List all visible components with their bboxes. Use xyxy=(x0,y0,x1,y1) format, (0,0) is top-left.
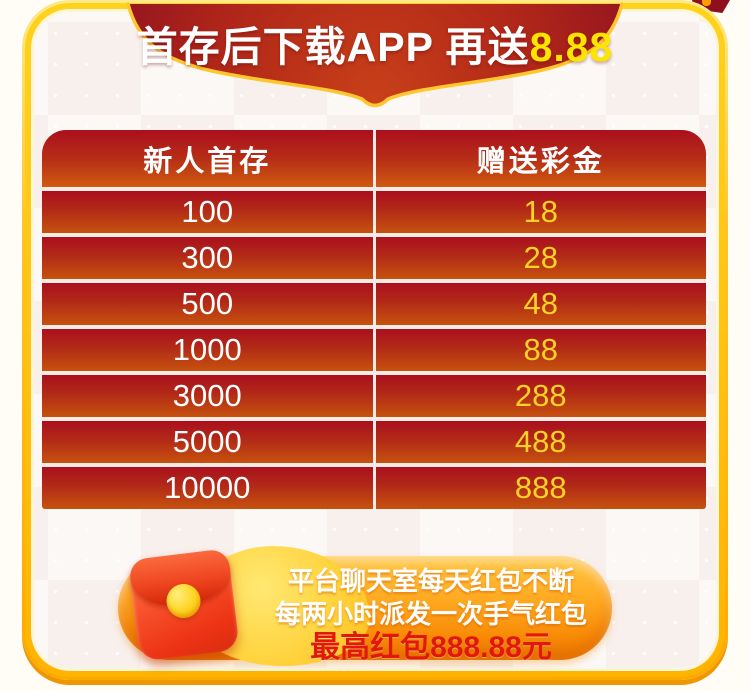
deposit-value: 100 xyxy=(42,191,373,233)
red-envelope-promo-banner: 平台聊天室每天红包不断 每两小时派发一次手气红包 最高红包888.88元 xyxy=(118,546,612,666)
table-header-row: 新人首存 赠送彩金 xyxy=(42,130,706,187)
deposit-bonus-table: 新人首存 赠送彩金 100 18 300 28 500 48 xyxy=(42,130,706,509)
promo-line-2: 每两小时派发一次手气红包 xyxy=(274,599,587,629)
table-row: 500 48 xyxy=(42,283,706,325)
banner-title: 首存后下载APP 再送8.88 xyxy=(0,13,750,73)
bonus-value: 28 xyxy=(375,237,706,279)
deposit-value: 500 xyxy=(42,283,373,325)
deposit-value: 5000 xyxy=(42,421,373,463)
top-banner: 首存后下载APP 再送8.88 xyxy=(0,0,750,118)
table-row: 10000 888 xyxy=(42,467,706,509)
header-first-deposit: 新人首存 xyxy=(42,130,373,187)
header-bonus: 赠送彩金 xyxy=(375,130,706,187)
promo-text-block: 平台聊天室每天红包不断 每两小时派发一次手气红包 最高红包888.88元 xyxy=(264,565,598,665)
deposit-value: 10000 xyxy=(42,467,373,509)
corner-ribbon-dot xyxy=(702,0,711,6)
deposit-value: 3000 xyxy=(42,375,373,417)
deposit-value: 1000 xyxy=(42,329,373,371)
bonus-value: 88 xyxy=(375,329,706,371)
banner-title-main: 首存后下载APP 再送 xyxy=(136,24,530,70)
bonus-value: 288 xyxy=(375,375,706,417)
banner-ribbon-shape xyxy=(126,2,624,108)
table-row: 5000 488 xyxy=(42,421,706,463)
table-row: 3000 288 xyxy=(42,375,706,417)
table-body: 100 18 300 28 500 48 1000 88 xyxy=(42,191,706,509)
bonus-value: 488 xyxy=(375,421,706,463)
bonus-value: 888 xyxy=(375,467,706,509)
banner-title-highlight: 8.88 xyxy=(529,24,614,70)
table-row: 100 18 xyxy=(42,191,706,233)
bonus-value: 18 xyxy=(375,191,706,233)
red-envelope-icon xyxy=(126,544,243,666)
promo-line-1: 平台聊天室每天红包不断 xyxy=(287,566,574,596)
table-row: 1000 88 xyxy=(42,329,706,371)
deposit-value: 300 xyxy=(42,237,373,279)
table-row: 300 28 xyxy=(42,237,706,279)
promo-line-max-amount: 最高红包888.88元 xyxy=(310,631,552,664)
bonus-value: 48 xyxy=(375,283,706,325)
